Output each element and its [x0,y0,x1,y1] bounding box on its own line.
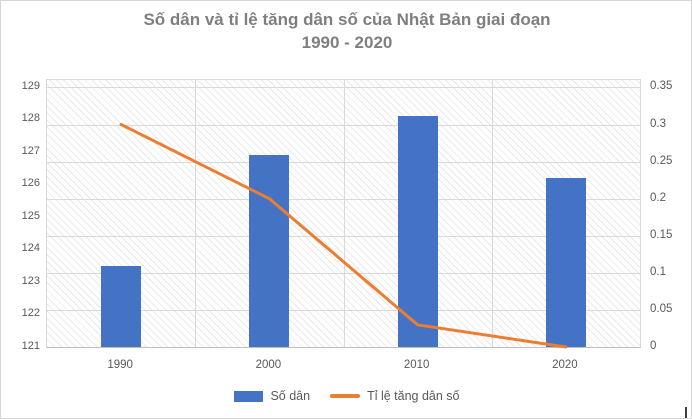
y-axis-tick-right: 0.2 [650,191,666,204]
screen-artifact [685,407,687,418]
y-axis-tick-right: 0.15 [650,228,673,241]
line-series-swatch [330,394,361,398]
y-axis-tick-right: 0.25 [650,154,673,167]
y-axis-tick-right: 0.3 [650,117,666,130]
bar-2000 [249,154,290,347]
growth-rate-line [119,123,568,349]
chart-title: Số dân và tỉ lệ tăng dân số của Nhật Bản… [1,8,691,54]
growth-rate-line-layer [119,123,568,349]
x-axis-tick: 2010 [403,359,430,371]
bar-1990 [101,265,142,347]
y-axis-tick-left: 126 [21,177,40,190]
y-axis-tick-left: 121 [21,340,40,352]
y-axis-tick-left: 123 [21,274,40,287]
legend-item-growth-rate: Tỉ lệ tăng dân số [330,389,460,403]
gridline-vertical [343,80,345,347]
y-axis-tick-left: 125 [21,209,40,222]
y-axis-tick-left: 124 [21,242,40,255]
x-axis-tick: 1990 [107,359,133,371]
y-axis-tick-right: 0.35 [650,80,673,93]
y-axis-tick-left: 129 [21,79,40,92]
plot-area [46,79,641,349]
bar-series-swatch [234,390,264,402]
chart-title-line1: Số dân và tỉ lệ tăng dân số của Nhật Bản… [143,10,551,29]
chart-legend: Số dân Tỉ lệ tăng dân số [1,389,691,403]
y-axis-tick-right: 0.1 [650,265,666,278]
gridline-vertical [195,80,197,347]
bar-2020 [545,177,586,347]
bar-2010 [397,115,438,347]
y-axis-tick-left: 127 [21,144,40,157]
chart-title-line2: 1990 - 2020 [301,33,393,52]
legend-label-growth-rate: Tỉ lệ tăng dân số [367,389,460,403]
legend-item-population: Số dân [234,389,310,403]
y-axis-tick-left: 122 [21,307,40,320]
x-axis-tick: 2000 [255,359,282,371]
legend-label-population: Số dân [270,389,311,403]
y-axis-tick-right: 0 [650,340,657,352]
gridline-vertical [491,80,493,347]
x-axis-tick: 2020 [552,359,578,371]
y-axis-tick-left: 128 [21,112,40,125]
y-axis-tick-right: 0.05 [650,302,673,315]
